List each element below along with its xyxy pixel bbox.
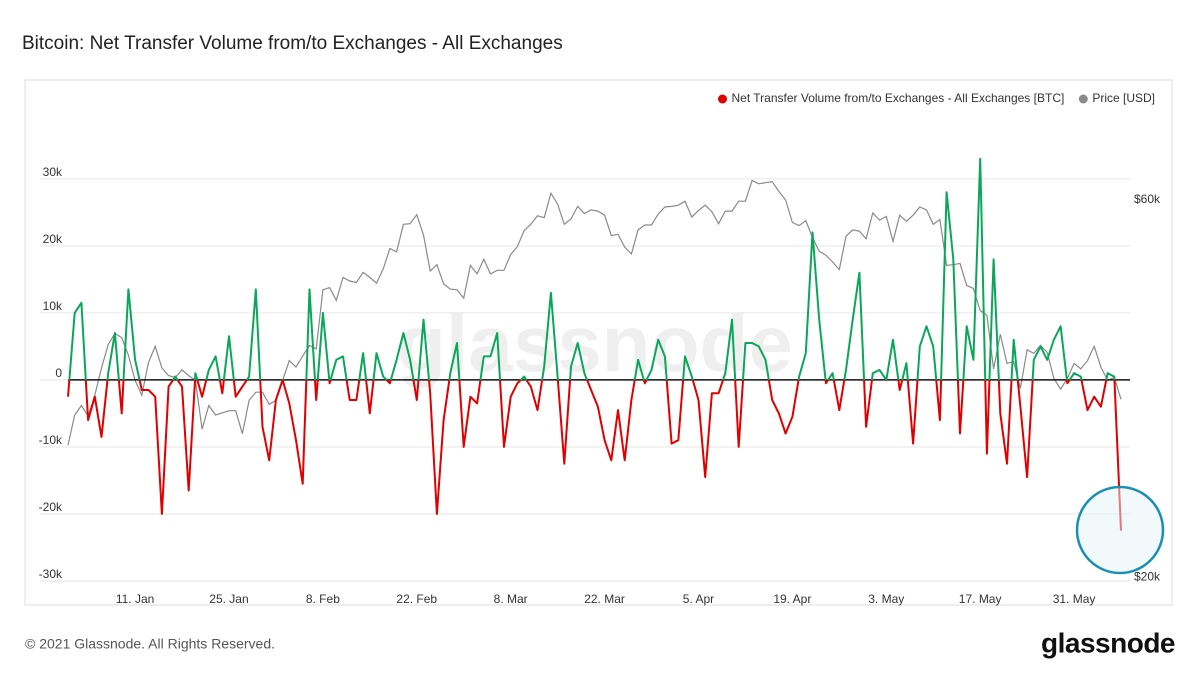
y-tick-label: -10k [39,433,63,447]
x-tick-label: 17. May [959,592,1002,606]
x-tick-label: 3. May [868,592,904,606]
plot-area: -30k -20k -10k 0 10k 20k 30k $20k $60k 11. Jan 25.… [39,91,1161,606]
legend-marker [718,94,727,104]
chart-frame [24,79,1173,606]
x-tick-label: 8. Feb [306,592,340,606]
watermark: glassnode [397,299,793,388]
x-tick-label: 31. May [1053,592,1096,606]
chart-title: Bitcoin: Net Transfer Volume from/to Exc… [22,33,563,54]
logo: glassnode [1041,627,1175,658]
highlight-circle [1075,485,1165,575]
legend-label: Net Transfer Volume from/to Exchanges - … [732,91,1065,105]
x-tick-label: 19. Apr [773,592,811,606]
x-tick-label: 22. Feb [396,592,437,606]
y-tick-label: 30k [43,165,63,179]
x-tick-label: 11. Jan [116,592,154,606]
y-tick-label: -20k [39,500,63,514]
y-tick-label: -30k [39,567,63,581]
y-tick-label: 10k [43,299,63,313]
x-tick-label: 5. Apr [683,592,714,606]
x-tick-label: 25. Jan [209,592,248,606]
legend-label: Price [USD] [1092,91,1155,105]
footer: © 2021 Glassnode. All Rights Reserved. [25,636,275,652]
y2-tick-label: $20k [1134,570,1161,584]
x-tick-label: 8. Mar [494,592,528,606]
legend-marker [1078,94,1088,104]
y-tick-label: 0 [55,366,62,380]
y-tick-label: 20k [43,232,63,246]
series-line [67,157,1122,531]
x-tick-label: 22. Mar [584,592,625,606]
y2-tick-label: $60k [1134,192,1161,206]
